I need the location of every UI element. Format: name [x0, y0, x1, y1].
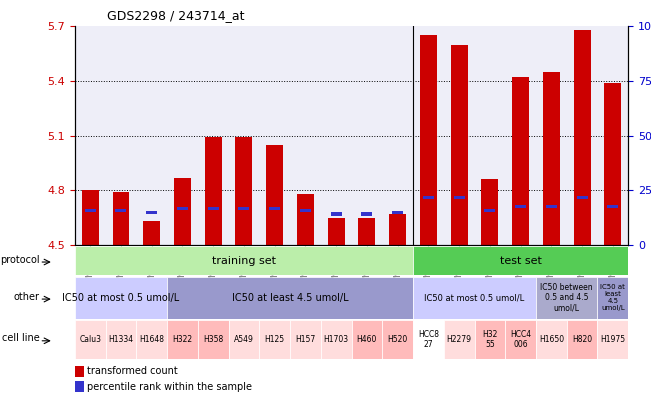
- Bar: [82, 190, 99, 245]
- Bar: [413, 246, 628, 275]
- Bar: [505, 320, 536, 359]
- Text: IC50 at most 0.5 umol/L: IC50 at most 0.5 umol/L: [424, 293, 525, 303]
- Text: H520: H520: [387, 335, 408, 344]
- Bar: [567, 320, 598, 359]
- Bar: [75, 246, 413, 275]
- Text: H2279: H2279: [447, 335, 471, 344]
- Bar: [413, 277, 536, 319]
- Text: Calu3: Calu3: [79, 335, 102, 344]
- Text: IC50 at most 0.5 umol/L: IC50 at most 0.5 umol/L: [62, 293, 180, 303]
- Bar: [270, 207, 280, 210]
- Bar: [598, 277, 628, 319]
- Bar: [484, 209, 495, 212]
- Text: IC50 at
least
4.5
umol/L: IC50 at least 4.5 umol/L: [600, 284, 625, 311]
- Bar: [167, 320, 198, 359]
- Bar: [450, 45, 467, 245]
- Bar: [75, 277, 167, 319]
- Bar: [75, 366, 84, 377]
- Bar: [359, 217, 376, 245]
- Text: cell line: cell line: [2, 333, 39, 343]
- Bar: [574, 30, 590, 245]
- Bar: [75, 381, 84, 392]
- Text: test set: test set: [500, 256, 542, 266]
- Text: H460: H460: [357, 335, 377, 344]
- Bar: [444, 320, 475, 359]
- Bar: [361, 213, 372, 215]
- Bar: [113, 192, 130, 245]
- Text: H32
55: H32 55: [482, 330, 497, 349]
- Text: H820: H820: [572, 335, 592, 344]
- Text: A549: A549: [234, 335, 254, 344]
- Bar: [598, 320, 628, 359]
- Bar: [205, 138, 221, 245]
- Bar: [423, 196, 434, 199]
- Bar: [454, 196, 465, 199]
- Bar: [266, 145, 283, 245]
- Bar: [198, 320, 229, 359]
- Bar: [105, 320, 136, 359]
- Text: transformed count: transformed count: [87, 367, 178, 376]
- Text: H358: H358: [203, 335, 223, 344]
- Bar: [389, 214, 406, 245]
- Bar: [327, 217, 344, 245]
- Bar: [321, 320, 352, 359]
- Bar: [482, 179, 498, 245]
- Bar: [115, 209, 126, 212]
- Bar: [146, 211, 157, 214]
- Text: H1650: H1650: [539, 335, 564, 344]
- Bar: [177, 207, 188, 210]
- Bar: [331, 213, 342, 215]
- Bar: [259, 320, 290, 359]
- Bar: [143, 221, 160, 245]
- Bar: [543, 72, 560, 245]
- Bar: [420, 35, 437, 245]
- Bar: [604, 83, 621, 245]
- Text: other: other: [14, 292, 39, 302]
- Bar: [352, 320, 382, 359]
- Bar: [512, 77, 529, 245]
- Bar: [229, 320, 259, 359]
- Text: protocol: protocol: [0, 255, 39, 264]
- Bar: [167, 277, 413, 319]
- Bar: [577, 196, 588, 199]
- Text: H1334: H1334: [109, 335, 133, 344]
- Bar: [297, 194, 314, 245]
- Bar: [290, 320, 321, 359]
- Bar: [382, 320, 413, 359]
- Text: IC50 between
0.5 and 4.5
umol/L: IC50 between 0.5 and 4.5 umol/L: [540, 283, 593, 313]
- Bar: [236, 138, 253, 245]
- Bar: [413, 320, 444, 359]
- Text: H1703: H1703: [324, 335, 349, 344]
- Bar: [208, 207, 219, 210]
- Text: H322: H322: [173, 335, 193, 344]
- Text: GDS2298 / 243714_at: GDS2298 / 243714_at: [107, 9, 245, 22]
- Bar: [536, 320, 567, 359]
- Bar: [75, 320, 105, 359]
- Text: IC50 at least 4.5 umol/L: IC50 at least 4.5 umol/L: [232, 293, 348, 303]
- Text: training set: training set: [212, 256, 276, 266]
- Bar: [475, 320, 505, 359]
- Bar: [136, 320, 167, 359]
- Bar: [536, 277, 598, 319]
- Bar: [238, 207, 249, 210]
- Bar: [174, 177, 191, 245]
- Text: H157: H157: [296, 335, 316, 344]
- Text: H125: H125: [264, 335, 284, 344]
- Bar: [300, 209, 311, 212]
- Bar: [85, 209, 96, 212]
- Bar: [546, 205, 557, 208]
- Text: H1975: H1975: [600, 335, 626, 344]
- Text: percentile rank within the sample: percentile rank within the sample: [87, 382, 253, 392]
- Bar: [607, 205, 618, 208]
- Text: H1648: H1648: [139, 335, 164, 344]
- Bar: [515, 205, 526, 208]
- Text: HCC4
006: HCC4 006: [510, 330, 531, 349]
- Text: HCC8
27: HCC8 27: [418, 330, 439, 349]
- Bar: [392, 211, 403, 214]
